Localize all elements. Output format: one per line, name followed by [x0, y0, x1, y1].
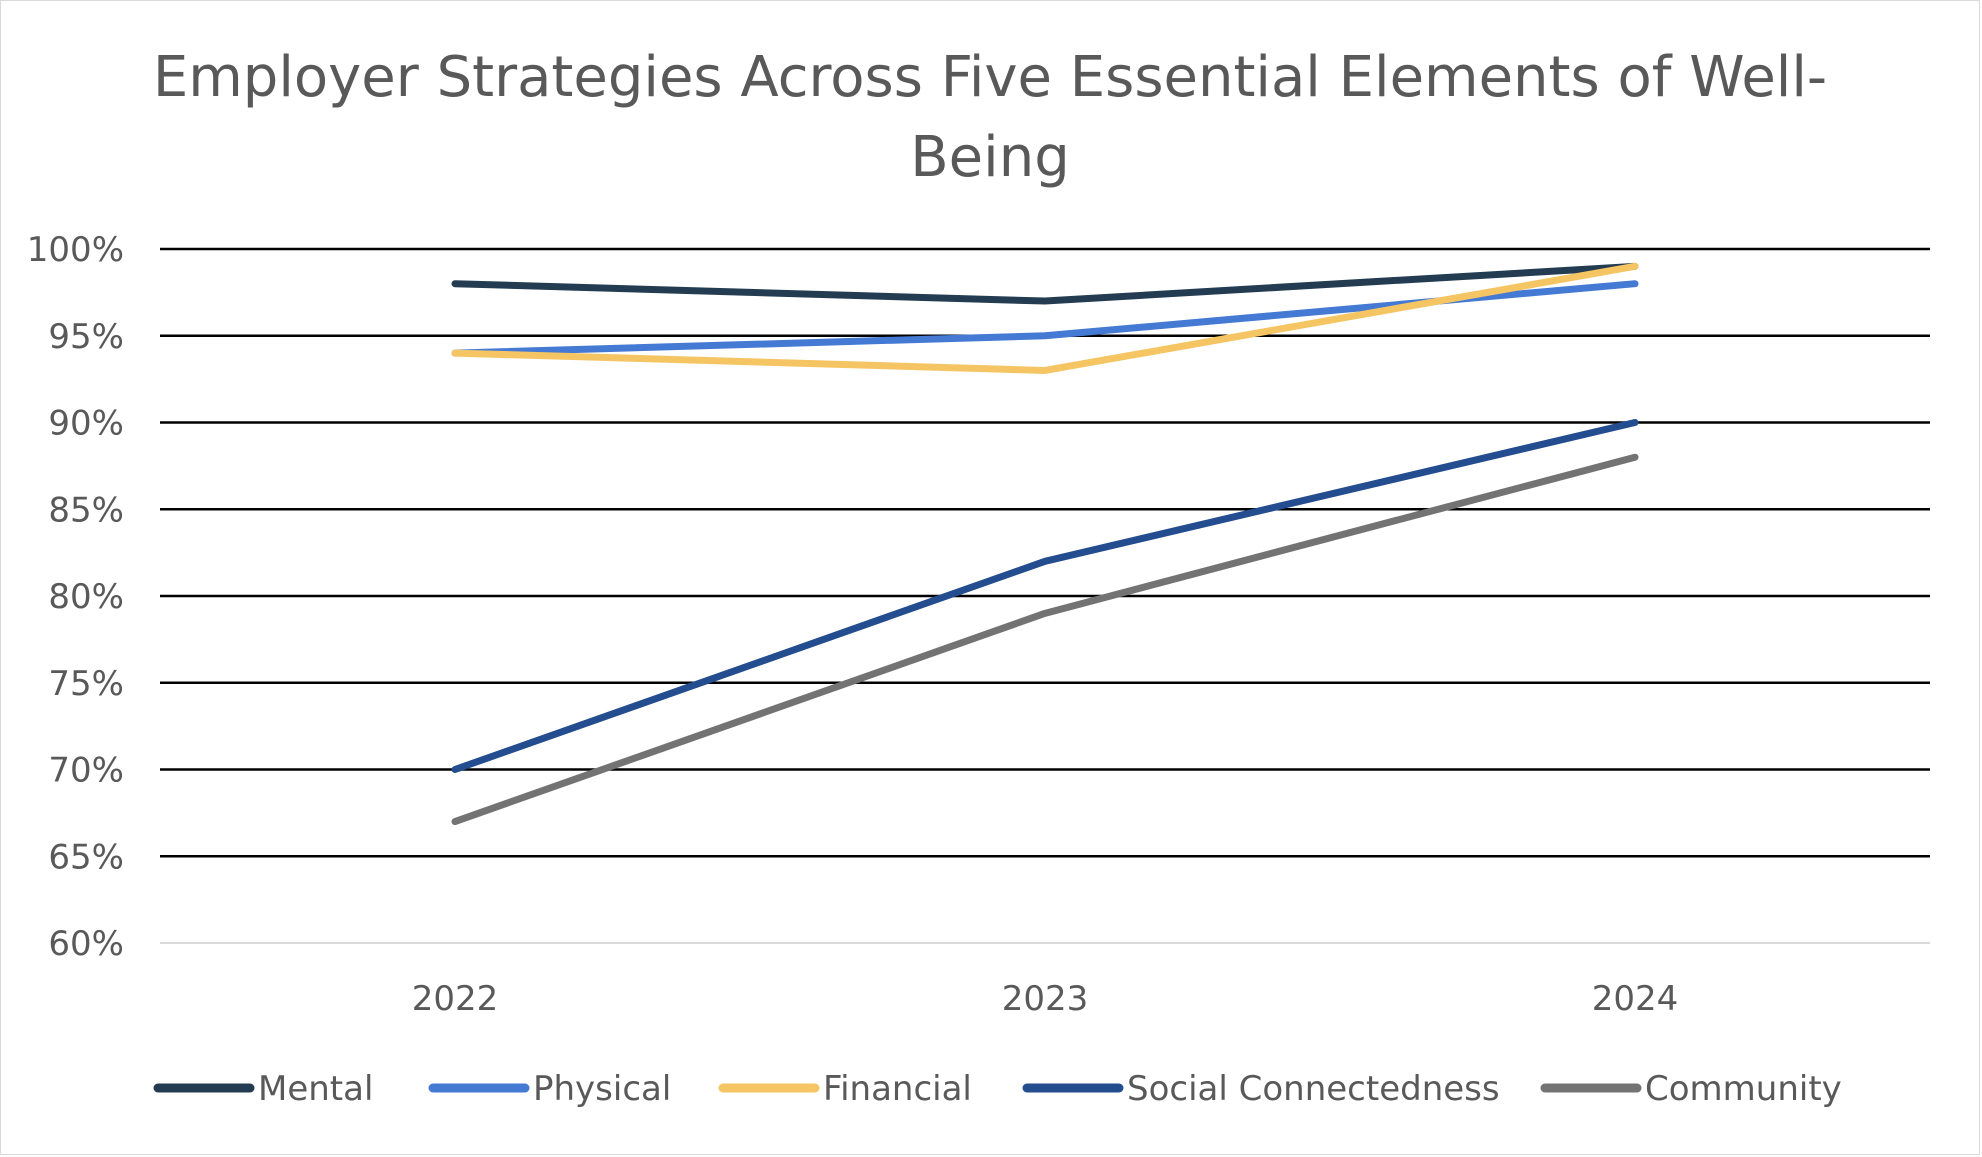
chart-title: Employer Strategies Across Five Essentia…	[150, 38, 1830, 198]
legend-item-social-connectedness: Social Connectedness	[1022, 1069, 1500, 1109]
series-line-community	[451, 453, 1639, 826]
series-lines	[451, 262, 1639, 826]
y-tick-label: 65%	[48, 837, 124, 877]
y-tick-label: 80%	[48, 577, 124, 617]
chart-title-line-2: Being	[910, 125, 1070, 190]
x-axis-ticks: 2022 2023 2024	[412, 979, 1679, 1019]
series-line-financial	[451, 262, 1639, 374]
x-tick-label: 2023	[1002, 979, 1089, 1019]
legend-item-mental: Mental	[153, 1069, 373, 1109]
legend-label: Financial	[823, 1069, 972, 1109]
y-tick-label: 60%	[48, 924, 124, 964]
legend-item-physical: Physical	[428, 1069, 671, 1109]
series-line-social-connectedness	[451, 419, 1639, 773]
gridlines	[160, 247, 1930, 944]
legend-label: Community	[1645, 1069, 1842, 1109]
legend-label: Physical	[533, 1069, 671, 1109]
y-tick-label: 95%	[48, 317, 124, 357]
x-tick-label: 2022	[412, 979, 499, 1019]
x-tick-label: 2024	[1592, 979, 1679, 1019]
y-tick-label: 90%	[48, 404, 124, 444]
y-tick-label: 85%	[48, 490, 124, 530]
y-axis-ticks: 60% 65% 70% 75% 80% 85% 90% 95% 100%	[27, 230, 124, 964]
y-tick-label: 100%	[27, 230, 124, 270]
series-line-mental	[451, 262, 1639, 305]
chart-title-line-1: Employer Strategies Across Five Essentia…	[152, 45, 1828, 110]
legend-item-community: Community	[1540, 1069, 1842, 1109]
legend-item-financial: Financial	[718, 1069, 972, 1109]
y-tick-label: 75%	[48, 664, 124, 704]
y-tick-label: 70%	[48, 751, 124, 791]
legend: Mental Physical Financial Social Connectedn…	[153, 1069, 1842, 1109]
legend-label: Social Connectedness	[1127, 1069, 1500, 1109]
legend-label: Mental	[258, 1069, 373, 1109]
